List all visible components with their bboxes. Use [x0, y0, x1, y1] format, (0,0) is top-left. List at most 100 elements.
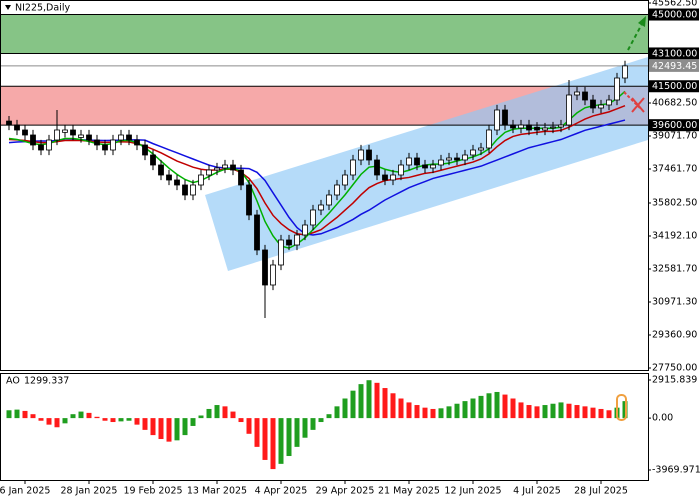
- ao-bar: [414, 405, 420, 419]
- candle-body: [150, 154, 156, 166]
- ao-bar: [254, 418, 260, 447]
- x-tick-label: 21 May 2025: [378, 486, 440, 497]
- ao-bar: [526, 405, 532, 419]
- cross-mark: [631, 97, 645, 113]
- candle-body: [46, 139, 52, 151]
- ao-bar: [182, 418, 188, 436]
- ao-bar: [6, 410, 12, 419]
- candle-body: [110, 139, 116, 151]
- ao-y-tick-label: -3969.971: [652, 465, 700, 476]
- candle-body: [358, 149, 364, 161]
- ao-bar: [46, 418, 52, 425]
- y-tick-label: 45562.50: [652, 0, 697, 9]
- candle-body: [198, 174, 204, 186]
- candle-body: [254, 214, 260, 251]
- candle-body: [430, 164, 436, 169]
- candle-body: [574, 91, 580, 96]
- candle-body: [182, 184, 188, 196]
- level-box: [649, 119, 699, 132]
- candle-body: [622, 65, 628, 79]
- ao-bar: [350, 390, 356, 419]
- candle-body: [70, 129, 76, 136]
- ao-y-tick-label: 2915.839: [652, 375, 697, 386]
- candle-body: [134, 139, 140, 146]
- ao-bar: [166, 418, 172, 442]
- candle-body: [102, 144, 108, 151]
- candle-body: [318, 204, 324, 211]
- candle-body: [286, 239, 292, 246]
- x-tick-label: 13 Mar 2025: [187, 486, 247, 497]
- candle-body: [86, 134, 92, 141]
- candle-body: [294, 234, 300, 246]
- x-tick-label: 29 Apr 2025: [316, 486, 375, 497]
- candle-body: [302, 224, 308, 236]
- x-tick-label: 12 Jun 2025: [444, 486, 501, 497]
- candle-body: [310, 209, 316, 226]
- level-label: 41500.00: [652, 81, 697, 92]
- candle-body: [366, 149, 372, 161]
- ao-bar: [478, 395, 484, 419]
- candle-body: [230, 164, 236, 171]
- candle-body: [550, 126, 556, 129]
- ao-bar: [430, 408, 436, 419]
- ao-bar: [454, 403, 460, 419]
- candle-body: [78, 134, 84, 138]
- candle-body: [398, 164, 404, 176]
- ao-bar: [598, 408, 604, 419]
- ao-bar: [406, 402, 412, 419]
- y-tick-label: 39071.70: [652, 131, 697, 142]
- candle-body: [62, 129, 68, 133]
- ao-bar: [230, 411, 236, 419]
- ao-bar: [534, 406, 540, 419]
- candle-body: [118, 134, 124, 141]
- ao-bar: [126, 418, 132, 421]
- ao-bar: [142, 418, 148, 430]
- x-tick-label: 19 Feb 2025: [123, 486, 182, 497]
- ao-bar: [262, 418, 268, 460]
- candles: [6, 60, 628, 318]
- candle-body: [278, 239, 284, 266]
- levels: [0, 14, 648, 126]
- ao-bar: [78, 411, 84, 419]
- ao-bar: [22, 410, 28, 419]
- candle-body: [510, 124, 516, 129]
- candle-body: [54, 129, 60, 141]
- ao-bar: [326, 414, 332, 419]
- ao-panel-border: [0, 373, 649, 481]
- y-tick-label: 35802.50: [652, 197, 697, 208]
- ao-bar: [574, 405, 580, 419]
- ao-bar: [286, 418, 292, 457]
- candle-body: [542, 127, 548, 131]
- candle-body: [22, 129, 28, 136]
- ao-bar: [62, 418, 68, 424]
- candle-body: [438, 159, 444, 166]
- ao-bar: [54, 418, 60, 428]
- ao-bar: [382, 388, 388, 419]
- ao-bar: [70, 414, 76, 419]
- candle-body: [246, 184, 252, 216]
- candle-body: [350, 159, 356, 176]
- level-label: 42493.45: [652, 61, 697, 72]
- candle-body: [206, 169, 212, 176]
- price-panel-border: [0, 0, 649, 371]
- level-label: 39600.00: [652, 120, 697, 131]
- level-label: 43100.00: [652, 48, 697, 59]
- up-arrow-head: [638, 16, 646, 27]
- ao-bar: [86, 412, 92, 419]
- ao-bar: [278, 418, 284, 464]
- ao-bar: [398, 398, 404, 419]
- ao-bar: [246, 418, 252, 434]
- candle-body: [334, 184, 340, 196]
- candle-body: [534, 126, 540, 131]
- ao-bar: [422, 407, 428, 419]
- up-arrow: [627, 21, 644, 51]
- ao-bar: [438, 408, 444, 419]
- chart-title: NI225,Daily: [15, 3, 70, 14]
- indicator-name: AO: [6, 376, 20, 387]
- ao-bar: [150, 418, 156, 436]
- candle-body: [326, 194, 332, 206]
- x-tick-label: 28 Jul 2025: [574, 486, 628, 497]
- ao-bar: [190, 418, 196, 426]
- candle-body: [462, 154, 468, 161]
